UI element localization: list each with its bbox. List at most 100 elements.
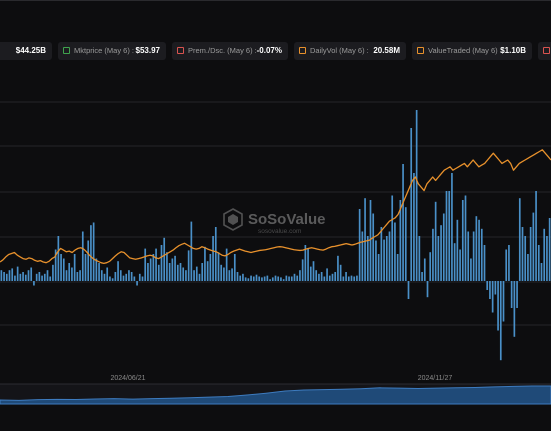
legend-swatch-orange (299, 47, 306, 54)
bar-47 (128, 270, 130, 281)
bar-178 (483, 245, 486, 281)
bar-82 (223, 267, 225, 281)
bar-78 (212, 236, 214, 281)
bar-90 (244, 277, 247, 281)
bar-201 (546, 236, 548, 281)
bar-80 (217, 252, 220, 281)
bar-181 (491, 281, 494, 313)
bar-88 (239, 275, 242, 281)
bar-2 (5, 273, 8, 281)
bar-202 (548, 218, 551, 281)
bar-173 (470, 258, 472, 281)
bar-86 (233, 254, 236, 281)
sosovalue-logo-icon (223, 208, 243, 231)
bar-174 (472, 231, 475, 281)
bar-20 (54, 249, 57, 281)
bar-8 (22, 272, 24, 281)
etf-chart[interactable]: SoSoValue sosovalue.com 2024/06/21 2024/1… (0, 62, 551, 431)
bar-64 (174, 255, 176, 281)
bar-144 (391, 195, 394, 281)
legend-label: DailyVol (May 6) : (310, 46, 369, 55)
bar-158 (429, 252, 432, 281)
bar-111 (301, 259, 304, 281)
bar-66 (179, 263, 182, 281)
bar-14 (38, 272, 41, 281)
bar-176 (478, 219, 480, 281)
bar-130 (353, 276, 356, 281)
bar-74 (201, 263, 204, 281)
bar-45 (122, 275, 125, 281)
bar-79 (214, 227, 217, 281)
legend-value: $53.97 (135, 46, 160, 55)
bar-148 (402, 164, 404, 281)
x-axis-ticks: 2024/06/21 2024/11/27 (110, 375, 452, 382)
legend-swatch-orange (417, 47, 424, 54)
bar-91 (247, 278, 250, 281)
bar-122 (331, 273, 334, 281)
bar-164 (445, 191, 448, 281)
bar-146 (396, 254, 399, 281)
legend-chip-value-traded[interactable]: ValueTraded (May 6) : $1.10B (412, 42, 532, 60)
line-series (0, 149, 551, 265)
legend-chip-total-net-assets[interactable]: $44.25B (0, 42, 52, 60)
bar-87 (236, 272, 239, 281)
bar-180 (489, 281, 491, 299)
bar-25 (68, 263, 71, 281)
bar-40 (109, 276, 111, 281)
bar-138 (375, 240, 377, 281)
bar-110 (299, 270, 301, 281)
bar-7 (19, 273, 22, 281)
bar-118 (320, 272, 323, 281)
bar-1 (3, 272, 5, 281)
bar-22 (60, 254, 62, 281)
bar-68 (185, 270, 187, 281)
legend-value: $44.25B (15, 46, 46, 55)
legend-chip-mktprice[interactable]: Mktprice (May 6) : $53.97 (58, 42, 166, 60)
bar-46 (125, 273, 128, 281)
bar-141 (383, 239, 385, 281)
bar-63 (171, 258, 174, 281)
bar-102 (277, 276, 280, 281)
bar-200 (543, 228, 546, 281)
legend-label: Prem./Dsc. (May 6) : (188, 46, 257, 55)
bar-19 (52, 264, 54, 281)
bar-112 (304, 245, 307, 281)
bar-113 (307, 248, 309, 281)
bar-12 (33, 281, 35, 286)
legend-chip-premium-discount[interactable]: Prem./Dsc. (May 6) : -0.07% (172, 42, 288, 60)
bar-177 (480, 228, 483, 281)
bar-123 (334, 272, 337, 281)
bar-38 (103, 273, 106, 281)
bar-41 (111, 278, 114, 281)
bar-85 (231, 268, 233, 281)
bar-107 (290, 276, 293, 281)
bar-53 (144, 248, 147, 281)
bar-168 (456, 219, 459, 281)
bar-121 (328, 275, 331, 281)
bar-11 (30, 267, 33, 281)
bar-15 (41, 275, 43, 281)
x-tick-label-1: 2024/11/27 (418, 375, 453, 382)
bar-62 (168, 263, 171, 281)
bar-193 (524, 236, 527, 281)
bar-83 (225, 248, 228, 281)
bar-184 (499, 281, 502, 361)
bar-28 (76, 272, 79, 281)
bar-169 (459, 249, 461, 281)
bar-128 (347, 276, 350, 281)
bar-3 (8, 270, 11, 281)
bar-197 (535, 191, 537, 281)
bar-9 (24, 274, 27, 281)
legend-chip-partial[interactable] (538, 42, 551, 60)
legend-chip-daily-vol[interactable]: DailyVol (May 6) : 20.58M (294, 42, 406, 60)
legend-label: Mktprice (May 6) : (74, 46, 135, 55)
bar-116 (315, 270, 318, 281)
bar-101 (274, 275, 277, 281)
bar-51 (138, 273, 141, 281)
bar-179 (486, 281, 489, 290)
legend-swatch-red (177, 47, 184, 54)
bar-171 (464, 195, 467, 281)
grid-lines (0, 101, 551, 326)
bar-48 (130, 272, 133, 281)
bar-31 (84, 254, 87, 281)
